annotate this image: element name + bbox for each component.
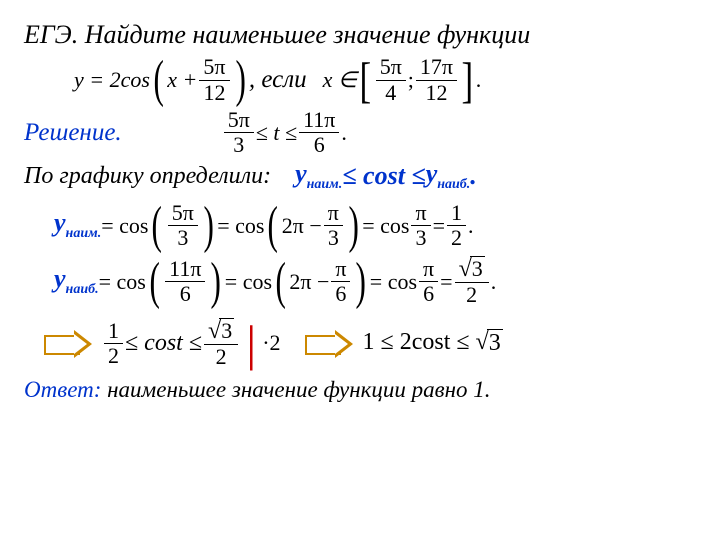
sqb-r: ] bbox=[462, 55, 474, 105]
function-definition: y = 2cos ( x + 5π 12 ) , если x ∈ [ 5π 4… bbox=[74, 54, 696, 106]
graph-line-row: По графику определили: yнаим. ≤ cost ≤ y… bbox=[24, 159, 696, 193]
dot: . bbox=[476, 67, 482, 93]
arg-frac: 5π 12 bbox=[199, 55, 229, 104]
int-b: 17π 12 bbox=[416, 55, 457, 104]
graph-text: По графику определили: bbox=[24, 163, 271, 190]
t-dot: . bbox=[341, 120, 347, 146]
t-le: ≤ t ≤ bbox=[256, 120, 297, 146]
final-result: 1 ≤ 2cost ≤ √3 bbox=[363, 329, 503, 357]
ymax-calc: yнаиб. = cos ( 11π6 ) = cos ( 2π − π6 ) … bbox=[54, 256, 696, 308]
ymax-sym: yнаиб. bbox=[426, 159, 471, 193]
ineq-end: . bbox=[470, 161, 477, 191]
y-equals: y = 2cos bbox=[74, 67, 150, 93]
paren-l: ( bbox=[153, 54, 163, 106]
solution-row: Решение. 5π 3 ≤ t ≤ 11π 6 . bbox=[24, 108, 696, 157]
arrow-icon bbox=[44, 331, 94, 355]
int-a: 5π 4 bbox=[376, 55, 406, 104]
semicolon: ; bbox=[408, 67, 414, 93]
ymax-label: yнаиб. bbox=[54, 264, 99, 298]
t-upper: 11π 6 bbox=[299, 108, 339, 157]
le-cost: ≤ cost ≤ bbox=[342, 161, 425, 191]
arg-x: x + bbox=[167, 67, 197, 93]
answer-line: Ответ: наименьшее значение функции равно… bbox=[24, 377, 696, 403]
answer-text: наименьшее значение функции равно 1. bbox=[101, 377, 490, 402]
arrow-icon bbox=[305, 331, 355, 355]
ymin-label: yнаим. bbox=[54, 208, 101, 242]
ymin-calc: yнаим. = cos ( 5π3 ) = cos ( 2π − π3 ) =… bbox=[54, 200, 696, 252]
solution-label: Решение. bbox=[24, 119, 122, 147]
esli: , если bbox=[249, 66, 307, 94]
t-lower: 5π 3 bbox=[224, 108, 254, 157]
problem-title: ЕГЭ. Найдите наименьшее значение функции bbox=[24, 20, 696, 50]
answer-label: Ответ: bbox=[24, 377, 101, 402]
paren-r: ) bbox=[235, 54, 245, 106]
final-row: 12 ≤ cost ≤ √3 2 | ·2 1 ≤ 2cost ≤ √3 bbox=[44, 318, 696, 370]
mult-two: ·2 bbox=[262, 330, 280, 356]
vertical-bar: | bbox=[246, 318, 256, 368]
x-in: x ∈ bbox=[323, 67, 357, 93]
ymin-sym: yнаим. bbox=[295, 159, 342, 193]
sqb-l: [ bbox=[360, 55, 372, 105]
